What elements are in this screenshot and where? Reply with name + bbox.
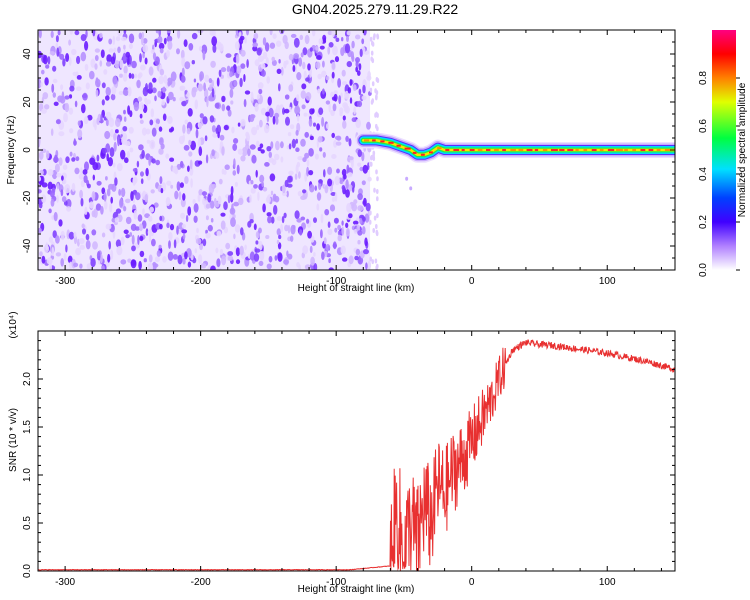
snr-frame	[37, 330, 676, 572]
y-tick-label: -20	[22, 190, 33, 205]
y-tick-label: -40	[22, 238, 33, 253]
x-tick-label: -100	[326, 276, 346, 287]
snr-y-label: SNR (10 * v/v)	[8, 408, 19, 472]
colorbar-ticks: 0.0 0.2 0.4 0.6 0.8	[698, 71, 740, 277]
snr-plot-background	[38, 331, 675, 571]
snr-series-line	[38, 339, 675, 571]
colorbar-gradient	[712, 30, 736, 270]
x-tick-label: -200	[191, 577, 211, 588]
snr-x-ticks: -300 -200 -100 0 100	[37, 331, 662, 588]
spectrogram-x-ticks: -300 -200 -100 0 100	[37, 30, 662, 287]
spectrogram-y-label: Frequency (Hz)	[6, 116, 17, 185]
y-tick-label: 0	[22, 147, 33, 153]
figure-title: GN04.2025.279.11.29.R22	[292, 1, 459, 17]
x-tick-label: 100	[599, 577, 616, 588]
colorbar-tick-label: 0.4	[698, 167, 709, 181]
colorbar-tick-label: 0.6	[698, 119, 709, 133]
colorbar-label: Normalized spectral amplitude	[737, 82, 748, 217]
x-tick-label: -300	[55, 577, 75, 588]
snr-y-multiplier: (x10⁴)	[8, 311, 19, 338]
spectrogram-plot-area	[38, 30, 675, 270]
y-tick-label: 1.0	[22, 468, 33, 482]
x-tick-label: -200	[191, 276, 211, 287]
x-tick-label: 0	[469, 276, 475, 287]
stray-dot	[405, 176, 409, 181]
signal-track-core	[364, 139, 671, 156]
y-tick-label: 0.5	[22, 516, 33, 530]
snr-plot-area	[38, 339, 675, 571]
snr-x-label: Height of straight line (km)	[298, 584, 415, 595]
x-tick-label: 100	[599, 276, 616, 287]
y-tick-label: 20	[22, 96, 33, 108]
colorbar-tick-label: 0.8	[698, 71, 709, 85]
snr-y-ticks: 0.0 0.5 1.0 1.5 2.0	[22, 340, 675, 578]
y-tick-label: 40	[22, 48, 33, 60]
colorbar: 0.0 0.2 0.4 0.6 0.8 Normalized spectral ampl…	[698, 30, 748, 277]
y-tick-label: 2.0	[22, 372, 33, 386]
stray-dot	[409, 186, 413, 191]
colorbar-tick-label: 0.2	[698, 215, 709, 229]
y-tick-label: 0.0	[22, 564, 33, 578]
spectrogram-y-ticks: -40 -20 0 20 40	[22, 29, 675, 271]
noise-speckle	[38, 30, 380, 270]
spectrogram-x-label: Height of straight line (km)	[298, 283, 415, 294]
x-tick-label: 0	[469, 577, 475, 588]
colorbar-tick-label: 0.0	[698, 263, 709, 277]
x-tick-label: -300	[55, 276, 75, 287]
y-tick-label: 1.5	[22, 420, 33, 434]
snr-panel: -300 -200 -100 0 100 0.0 0.5 1.0 1.5 2.0 Height …	[8, 311, 676, 595]
x-tick-label: -100	[326, 577, 346, 588]
